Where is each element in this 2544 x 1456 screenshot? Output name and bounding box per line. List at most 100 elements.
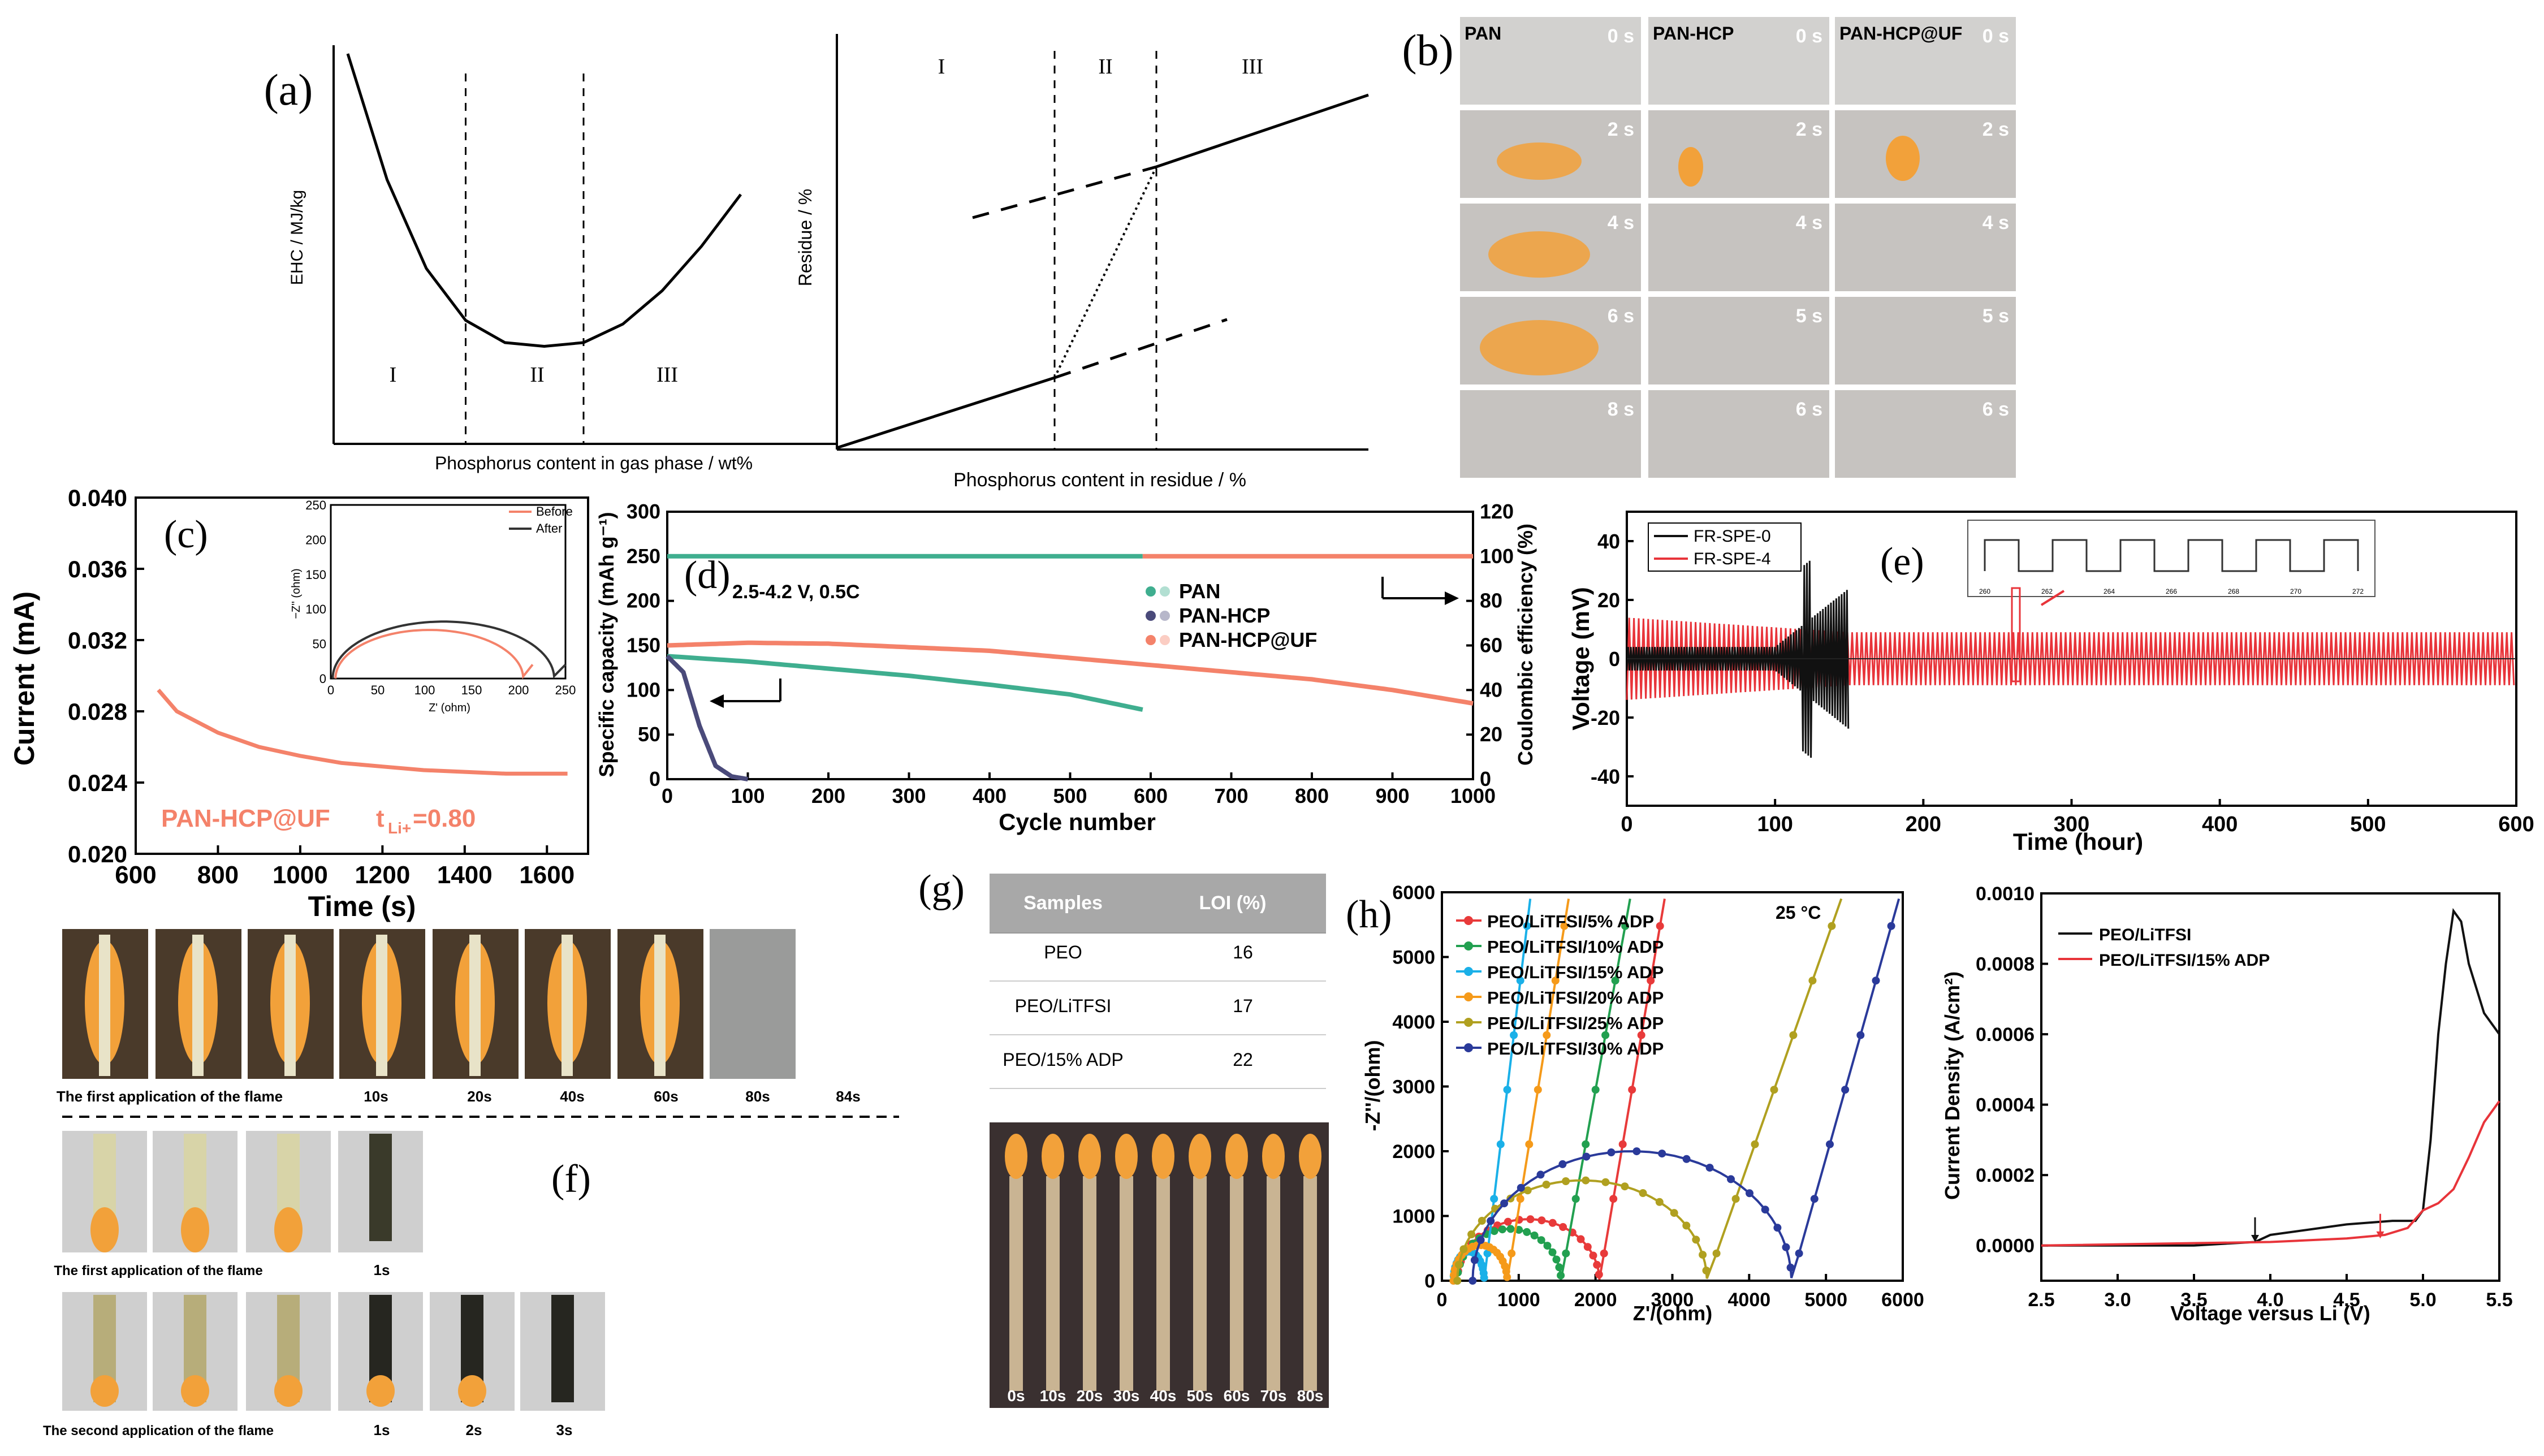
h1-point bbox=[1621, 922, 1630, 930]
d-series-PAN-HCP@UF bbox=[667, 640, 1474, 706]
h1-point bbox=[1516, 1195, 1524, 1203]
f-photo-row1-1 bbox=[156, 929, 241, 1079]
h1-ytick-label: 6000 bbox=[1392, 882, 1435, 904]
h2-ytick-label: 0.0010 bbox=[1976, 883, 2035, 905]
h1-legend-marker-3 bbox=[1464, 992, 1473, 1001]
h2-xtick-label: 3.5 bbox=[2180, 1289, 2207, 1311]
h1-xtick-label: 2000 bbox=[1574, 1289, 1617, 1311]
f-photo-bg bbox=[710, 929, 796, 1079]
g-flame-8 bbox=[1299, 1134, 1321, 1179]
f-flame bbox=[274, 1207, 303, 1252]
e-fr-spe-0-trace bbox=[1626, 560, 1850, 758]
h1-point bbox=[1699, 1251, 1707, 1259]
f-photo-row3-4 bbox=[430, 1292, 515, 1411]
c-inset-ytick-label: 0 bbox=[319, 672, 326, 686]
g-time-label-6: 60s bbox=[1224, 1387, 1250, 1405]
g-time-label-0: 0s bbox=[1007, 1387, 1025, 1405]
c-tli-sub: Li+ bbox=[388, 819, 411, 837]
b-flame bbox=[1488, 231, 1590, 278]
d-arrowhead-right bbox=[1445, 591, 1459, 605]
h1-point bbox=[1543, 1242, 1552, 1250]
d-legend-label-1: PAN-HCP bbox=[1179, 604, 1270, 627]
h1-legend-marker-1 bbox=[1464, 941, 1473, 950]
h1-point bbox=[1773, 1224, 1782, 1232]
c-inset-xtick-label: 200 bbox=[508, 683, 529, 697]
a1-ylabel: EHC / MJ/kg bbox=[288, 190, 306, 285]
b-time-label: 4 s bbox=[1608, 212, 1634, 234]
h1-point bbox=[1656, 922, 1664, 930]
b-photo-0-0: 0 s PAN bbox=[1460, 17, 1641, 105]
d-xtick-label: 900 bbox=[1375, 784, 1409, 807]
h1-point bbox=[1727, 1175, 1735, 1183]
b-photo-0-1: 2 s bbox=[1460, 110, 1641, 198]
c-inset-before bbox=[334, 629, 534, 680]
h1-point bbox=[1498, 1225, 1506, 1234]
f-strip bbox=[654, 935, 666, 1076]
h1-ytick-label: 1000 bbox=[1392, 1206, 1435, 1228]
b-photo-bg bbox=[1835, 17, 2016, 105]
h1-point bbox=[1530, 1232, 1539, 1239]
d-y2label: Coulombic efficiency (%) bbox=[1514, 524, 1537, 766]
e-inset-xtick-label: 272 bbox=[2352, 587, 2364, 595]
h1-point bbox=[1487, 1217, 1495, 1225]
h1-point bbox=[1508, 1249, 1516, 1258]
b-time-label: 2 s bbox=[1796, 119, 1822, 140]
f-photo-row2-0 bbox=[62, 1131, 147, 1252]
h2-ylabel: Current Density (A/cm²) bbox=[1941, 971, 1964, 1200]
f-photo-row1-2 bbox=[248, 929, 334, 1079]
e-ytick-label: 20 bbox=[1597, 589, 1620, 612]
f-photo-row1-6 bbox=[617, 929, 703, 1079]
b-time-label: 2 s bbox=[1608, 119, 1634, 140]
f-flame bbox=[366, 1375, 395, 1407]
g-flame-5 bbox=[1189, 1134, 1211, 1179]
f-strip bbox=[192, 935, 204, 1076]
h1-point bbox=[1453, 1277, 1462, 1285]
e-fr-spe-4-trace bbox=[1626, 617, 2515, 700]
g-flame-7 bbox=[1262, 1134, 1285, 1179]
b-column-title: PAN bbox=[1465, 23, 1501, 44]
d-arrowhead-left bbox=[710, 694, 724, 708]
d-ylabel: Specific capacity (mAh g⁻¹) bbox=[595, 512, 618, 777]
h1-point bbox=[1611, 977, 1619, 985]
b-photo-bg bbox=[1835, 204, 2016, 291]
h1-point bbox=[1510, 1031, 1518, 1039]
g-flame-3 bbox=[1115, 1134, 1138, 1179]
g-flame-6 bbox=[1225, 1134, 1248, 1179]
c-inset-ytick-label: 100 bbox=[305, 602, 326, 616]
b-photo-bg bbox=[1648, 110, 1829, 198]
b-photo-1-2: 4 s bbox=[1648, 204, 1829, 291]
h1-point bbox=[1467, 1230, 1476, 1238]
c-inset-legend-before-label: Before bbox=[536, 504, 573, 519]
b-photo-1-1: 2 s bbox=[1648, 110, 1829, 198]
g-strip-3 bbox=[1120, 1176, 1133, 1391]
d-y2tick-label: 0 bbox=[1480, 767, 1491, 790]
f-photo-row3-1 bbox=[153, 1292, 237, 1411]
f-row1-label-1: 10s bbox=[364, 1088, 388, 1105]
h1-legend-label-2: PEO/LiTFSI/15% ADP bbox=[1487, 962, 1664, 982]
c-current-curve bbox=[157, 688, 568, 776]
h1-xtick-label: 0 bbox=[1437, 1289, 1448, 1311]
g-row-1-loi: 17 bbox=[1233, 996, 1253, 1016]
f-row1-label-6: 84s bbox=[836, 1088, 860, 1105]
panel-label-f: (f) bbox=[551, 1157, 591, 1201]
h1-point bbox=[1459, 1245, 1468, 1254]
e-xtick-label: 600 bbox=[2498, 813, 2534, 836]
b-photo-bg bbox=[1835, 110, 2016, 198]
f-photo-row1-7 bbox=[710, 929, 796, 1079]
a2-region-III: III bbox=[1242, 55, 1263, 79]
d-xtick-label: 1000 bbox=[1450, 784, 1496, 807]
d-ytick-label: 200 bbox=[627, 589, 660, 612]
h1-point bbox=[1593, 1260, 1601, 1269]
f-photo-row2-1 bbox=[153, 1131, 237, 1252]
h1-point bbox=[1483, 1249, 1492, 1258]
f-strip bbox=[369, 1134, 392, 1241]
h1-point bbox=[1746, 1189, 1753, 1198]
c-inset-ytick-label: 150 bbox=[305, 568, 326, 582]
c-tli-val: =0.80 bbox=[413, 805, 476, 832]
c-ylabel: Current (mA) bbox=[8, 591, 40, 766]
g-flame-1 bbox=[1042, 1134, 1064, 1179]
b-column-title: PAN-HCP bbox=[1653, 23, 1734, 44]
h1-point bbox=[1517, 1183, 1525, 1192]
d-y2tick-label: 100 bbox=[1480, 545, 1514, 568]
f-photo-row3-5 bbox=[520, 1292, 605, 1411]
